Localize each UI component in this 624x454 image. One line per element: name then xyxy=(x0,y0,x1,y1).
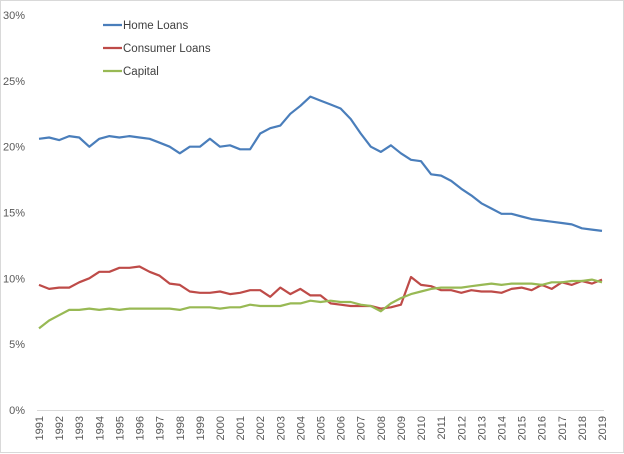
y-tick-label: 10% xyxy=(3,273,25,285)
y-tick-label: 15% xyxy=(3,208,25,220)
x-tick-label: 2007 xyxy=(356,416,368,440)
series-line-capital xyxy=(38,278,603,330)
x-tick-label: 1998 xyxy=(175,416,187,440)
y-tick-label: 0% xyxy=(9,405,25,417)
x-tick-label: 2014 xyxy=(496,416,508,440)
x-tick-label: 2002 xyxy=(255,416,267,440)
x-tick-label: 1999 xyxy=(195,416,207,440)
series-line-home-loans xyxy=(38,95,603,232)
legend-label: Capital xyxy=(123,66,159,78)
x-tick-label: 2000 xyxy=(215,416,227,440)
y-tick-label: 30% xyxy=(3,10,25,22)
x-tick-label: 2017 xyxy=(557,416,569,440)
x-tick-label: 1995 xyxy=(114,416,126,440)
x-tick-label: 2008 xyxy=(376,416,388,440)
y-tick-label: 25% xyxy=(3,76,25,88)
series-line-consumer-loans xyxy=(38,265,603,310)
x-tick-label: 2010 xyxy=(416,416,428,440)
x-tick-label: 2016 xyxy=(537,416,549,440)
x-tick-label: 2004 xyxy=(295,416,307,440)
x-tick-label: 1994 xyxy=(94,416,106,440)
x-tick-label: 2013 xyxy=(476,416,488,440)
x-tick-label: 2018 xyxy=(577,416,589,440)
x-tick-label: 1992 xyxy=(54,416,66,440)
x-tick-label: 1993 xyxy=(74,416,86,440)
y-tick-label: 20% xyxy=(3,142,25,154)
x-tick-label: 2015 xyxy=(517,416,529,440)
x-tick-label: 1991 xyxy=(34,416,46,440)
x-tick-label: 2003 xyxy=(275,416,287,440)
legend-label: Home Loans xyxy=(123,20,188,32)
x-tick-label: 2019 xyxy=(597,416,609,440)
x-tick-label: 2006 xyxy=(336,416,348,440)
x-tick-label: 2009 xyxy=(396,416,408,440)
x-tick-label: 1996 xyxy=(135,416,147,440)
legend-label: Consumer Loans xyxy=(123,43,211,55)
x-tick-label: 2011 xyxy=(436,416,448,440)
x-tick-label: 2001 xyxy=(235,416,247,440)
y-tick-label: 5% xyxy=(9,339,25,351)
x-tick-label: 2005 xyxy=(316,416,328,440)
x-tick-label: 1997 xyxy=(155,416,167,440)
x-tick-label: 2012 xyxy=(456,416,468,440)
